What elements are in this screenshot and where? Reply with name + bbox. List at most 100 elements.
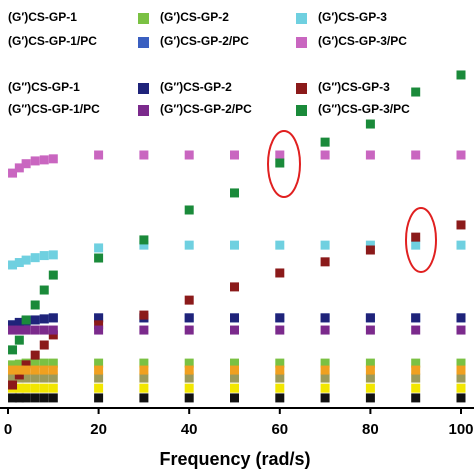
point [8,373,18,383]
point [184,393,194,403]
point [184,205,194,215]
point [8,168,18,178]
point [365,245,375,255]
point [456,70,466,80]
point [411,232,421,242]
point [139,358,149,368]
point [94,253,104,263]
point [320,257,330,267]
point [456,150,466,160]
legend-label: (G′)CS-GP-2/PC [160,34,249,48]
point [320,313,330,323]
point [30,350,40,360]
point [184,365,194,375]
point [14,383,24,393]
point [30,156,40,166]
point [320,325,330,335]
point [184,295,194,305]
point [230,365,239,375]
point [184,383,194,393]
point [21,255,31,265]
legend-label: (G′′)CS-GP-2/PC [160,102,252,116]
point [39,251,49,261]
point [184,240,194,250]
point [21,315,31,325]
point [184,313,194,323]
point [48,325,58,335]
legend-label: (G′′)CS-GP-2 [160,80,232,94]
point [139,235,149,245]
point [139,373,149,383]
point [39,373,49,383]
highlight-ellipse [405,207,437,273]
point [48,313,58,323]
point [365,150,375,160]
point [230,358,239,368]
point [456,358,466,368]
point [48,383,58,393]
legend-label: (G′)CS-GP-1/PC [8,34,97,48]
legend-marker [296,13,307,24]
point [365,373,375,383]
point [39,383,49,393]
legend-marker [138,105,149,116]
point [30,365,40,375]
point [14,393,24,403]
point [184,150,194,160]
legend-label: (G′′)CS-GP-1/PC [8,102,100,116]
point [320,365,330,375]
point [94,325,104,335]
point [365,358,375,368]
point [456,365,466,375]
point [30,300,40,310]
point [365,240,375,250]
point [48,154,58,164]
point [320,240,330,250]
point [39,393,49,403]
point [320,393,330,403]
point [39,358,49,368]
point [14,359,24,369]
legend-marker [296,37,307,48]
point [139,240,149,250]
point [21,373,31,383]
point [21,383,31,393]
point [320,137,330,147]
point [275,365,285,375]
point [456,373,466,383]
point [94,150,104,160]
point [411,365,421,375]
point [365,119,375,129]
point [411,325,421,335]
point [230,188,239,198]
point [94,383,104,393]
point [8,380,18,390]
point [230,383,239,393]
point [14,370,24,380]
point [39,365,49,375]
point [39,285,49,295]
point [48,330,58,340]
point [411,240,421,250]
point [320,383,330,393]
point [230,313,239,323]
point [365,393,375,403]
point [30,315,40,325]
point [8,260,18,270]
point [30,358,40,368]
x-tick-label: 0 [4,421,12,438]
point [21,159,31,169]
point [21,325,31,335]
x-axis-label: Frequency (rad/s) [159,449,310,469]
point [139,393,149,403]
point [94,320,104,330]
point [411,150,421,160]
legend-label: (G′)CS-GP-2 [160,10,229,24]
point [275,313,285,323]
legend-label: (G′′)CS-GP-3 [318,80,390,94]
legend-label: (G′)CS-GP-1 [8,10,77,24]
point [275,150,285,160]
point [139,325,149,335]
legend-marker [138,13,149,24]
